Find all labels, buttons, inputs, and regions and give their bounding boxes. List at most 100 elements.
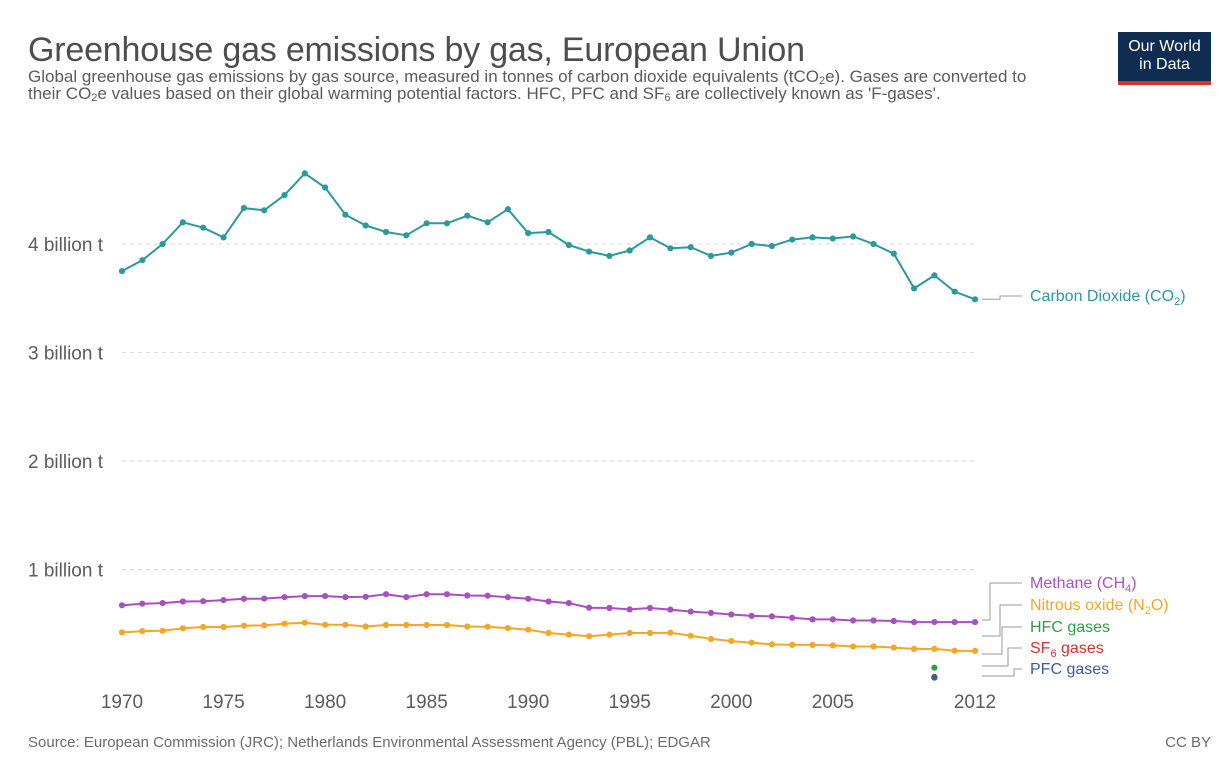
source-note: Source: European Commission (JRC); Nethe… xyxy=(28,734,711,751)
data-point-n2o xyxy=(139,628,146,635)
data-point-co2 xyxy=(850,233,857,240)
series-label-methane: Methane (CH4) xyxy=(1030,575,1137,595)
x-axis-ticks: 1970 1975 1980 1985 1990 1995 2000 2005 2012 xyxy=(101,692,996,713)
data-point-methane xyxy=(464,592,471,599)
series-line-methane xyxy=(121,593,975,624)
series-labels: Carbon Dioxide (CO2)Methane (CH4)Nitrous… xyxy=(982,288,1186,678)
data-point-n2o xyxy=(687,632,694,639)
data-point-co2 xyxy=(728,249,735,256)
series-label-part: Nitrous oxide (N xyxy=(1030,597,1145,614)
data-point-n2o xyxy=(464,623,471,630)
data-point-methane xyxy=(504,594,511,601)
data-point-co2 xyxy=(403,232,410,239)
data-point-methane xyxy=(850,617,857,624)
data-point-n2o xyxy=(159,627,166,634)
data-point-co2 xyxy=(261,207,268,214)
label-connector-hfc xyxy=(982,626,1022,655)
data-point-co2 xyxy=(931,272,938,279)
series-label-part: 4 xyxy=(1125,583,1131,595)
data-point-co2 xyxy=(911,285,918,292)
data-point-methane xyxy=(870,617,877,624)
data-point-co2 xyxy=(829,235,836,242)
data-point-methane xyxy=(220,597,227,604)
data-point-co2 xyxy=(423,220,430,227)
x-tick-label: 2012 xyxy=(954,692,996,713)
data-point-n2o xyxy=(179,625,186,632)
data-point-n2o xyxy=(646,629,654,637)
label-connector-co2 xyxy=(982,295,1022,300)
data-point-co2 xyxy=(890,250,897,257)
data-point-methane xyxy=(931,619,938,626)
x-tick-label: 1980 xyxy=(304,692,346,713)
data-point-methane xyxy=(890,617,897,625)
chart-title: Greenhouse gas emissions by gas, Europea… xyxy=(28,31,805,69)
grid-lines xyxy=(122,243,975,570)
data-point-n2o xyxy=(971,647,979,655)
chart-subtitle: Global greenhouse gas emissions by gas s… xyxy=(28,67,1027,104)
data-point-methane xyxy=(586,604,593,611)
data-point-n2o xyxy=(586,633,593,640)
data-point-co2 xyxy=(951,288,958,295)
x-tick-label: 2000 xyxy=(710,692,752,713)
data-point-methane xyxy=(139,600,146,607)
data-point-methane xyxy=(322,593,329,600)
data-point-n2o xyxy=(728,638,735,645)
data-point-methane xyxy=(545,598,552,605)
label-connector-pfc xyxy=(982,668,1022,677)
data-point-n2o xyxy=(200,623,207,631)
data-point-co2 xyxy=(200,224,207,231)
data-point-n2o xyxy=(484,623,491,630)
data-point-co2 xyxy=(586,248,593,255)
data-point-n2o xyxy=(322,621,329,628)
data-point-n2o xyxy=(240,622,247,629)
data-point-methane xyxy=(159,600,166,607)
series-label-part: 2 xyxy=(1174,296,1180,308)
data-point-n2o xyxy=(403,621,410,629)
logo-line-2: in Data xyxy=(1139,56,1190,73)
series-line-co2 xyxy=(121,172,976,301)
series-label-hfc: HFC gases xyxy=(1030,619,1110,636)
data-point-n2o xyxy=(504,625,511,632)
data-point-methane xyxy=(768,613,776,620)
data-point-methane xyxy=(423,591,430,598)
owid-logo[interactable]: Our World in Data xyxy=(1118,32,1211,85)
data-point-n2o xyxy=(342,621,349,628)
logo-line-1: Our World xyxy=(1128,38,1201,55)
data-point-methane xyxy=(565,600,572,607)
data-point-n2o xyxy=(606,631,613,638)
data-point-n2o xyxy=(768,641,776,648)
data-point-methane xyxy=(829,616,836,623)
license-link[interactable]: CC BY xyxy=(1165,734,1211,751)
series-label-co2: Carbon Dioxide (CO2) xyxy=(1030,288,1186,308)
data-point-co2 xyxy=(687,244,694,251)
y-tick-label: 2 billion t xyxy=(28,452,104,473)
data-point-co2 xyxy=(301,170,308,177)
data-point-n2o xyxy=(220,623,227,631)
y-tick-label: 4 billion t xyxy=(28,235,104,256)
series-label-part: SF xyxy=(1030,640,1051,657)
data-point-n2o xyxy=(118,629,126,636)
data-point-methane xyxy=(707,609,715,617)
x-tick-label: 1995 xyxy=(609,692,651,713)
data-point-methane xyxy=(403,594,410,601)
data-point-n2o xyxy=(626,629,633,637)
data-point-co2 xyxy=(606,252,613,259)
data-point-methane xyxy=(179,598,186,605)
data-point-methane xyxy=(382,591,390,598)
series-label-part: 6 xyxy=(1050,648,1056,660)
series-label-part: ) xyxy=(1131,575,1136,592)
data-point-co2 xyxy=(971,296,979,303)
data-point-pfc xyxy=(931,674,938,681)
data-point-methane xyxy=(789,614,796,621)
data-point-methane xyxy=(342,594,349,601)
data-point-co2 xyxy=(240,205,247,212)
data-point-methane xyxy=(626,606,633,613)
data-point-n2o xyxy=(545,629,552,637)
data-point-co2 xyxy=(748,240,755,248)
data-point-methane xyxy=(301,593,308,600)
series-label-n2o: Nitrous oxide (N2O) xyxy=(1030,597,1169,617)
data-point-n2o xyxy=(911,645,918,653)
data-point-methane xyxy=(971,619,979,626)
data-point-methane xyxy=(525,595,532,602)
data-point-n2o xyxy=(789,641,796,649)
